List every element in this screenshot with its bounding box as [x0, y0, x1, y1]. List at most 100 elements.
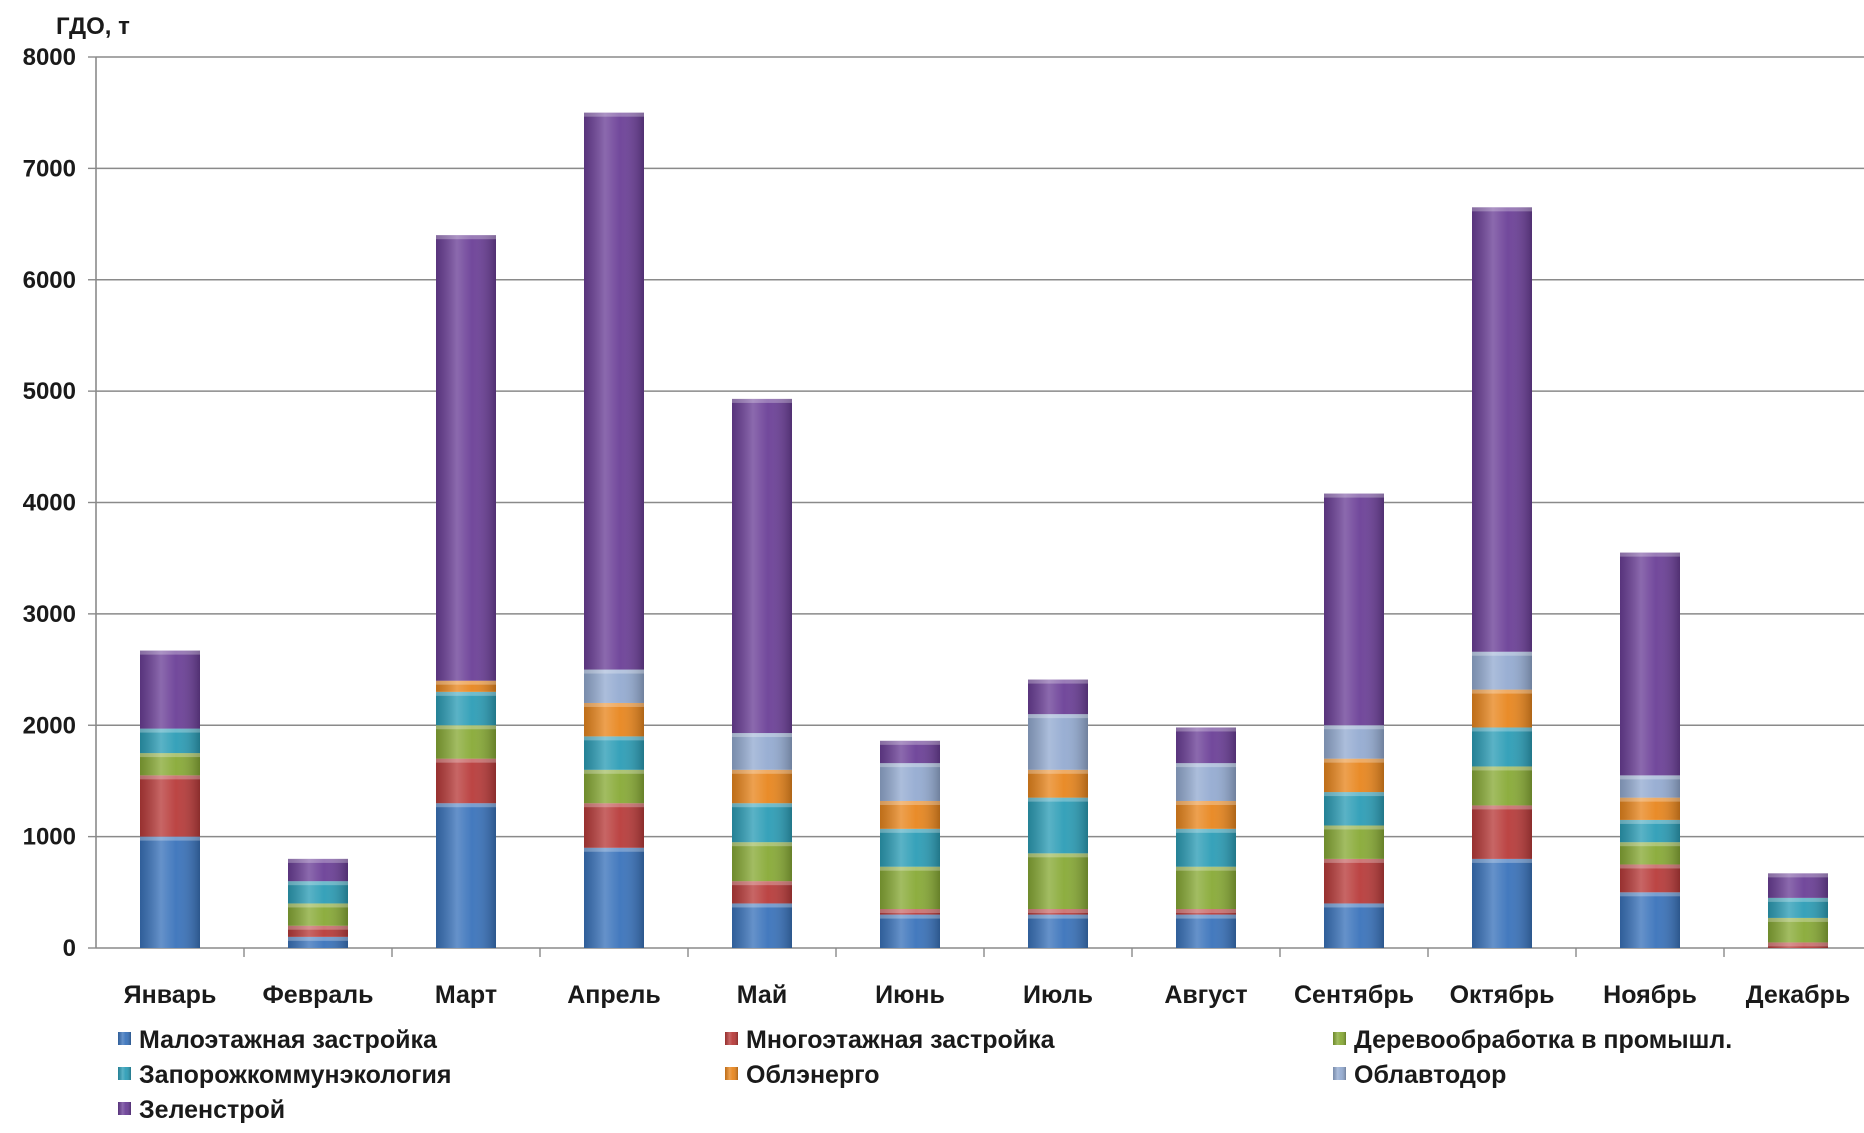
bar-segment-shading: [1176, 800, 1236, 829]
bar-segment-октябрь-5: [1472, 689, 1532, 728]
bar-segment-март-3: [436, 725, 496, 759]
axes: 0 1000 2000 3000 4000 5000 6000 7000 8000 Январь Ф…: [23, 44, 1864, 1009]
bar-segment-highlight: [1324, 758, 1384, 763]
bar-segment-highlight: [1028, 714, 1088, 719]
bar-segment-highlight: [1620, 864, 1680, 869]
bar-segment-highlight: [1028, 769, 1088, 774]
bar-segment-highlight: [1768, 942, 1828, 947]
bar-segment-июнь-3: [880, 866, 940, 910]
bar-segment-highlight: [584, 769, 644, 774]
bar-segment-highlight: [1472, 727, 1532, 732]
bar-segment-highlight: [1324, 903, 1384, 908]
x-tick-label: Ноябрь: [1603, 981, 1697, 1009]
bar-segment-shading: [1028, 679, 1088, 715]
x-tick-label: Февраль: [262, 981, 373, 1009]
bar-segment-декабрь-7: [1768, 873, 1828, 898]
bar-segment-сентябрь-3: [1324, 825, 1384, 859]
bar-segment-ноябрь-3: [1620, 842, 1680, 865]
bar-segment-highlight: [140, 775, 200, 780]
bar-segment-shading: [1176, 763, 1236, 801]
bar-segment-shading: [436, 680, 496, 692]
bar-segment-февраль-7: [288, 858, 348, 882]
bar-segment-февраль-4: [288, 881, 348, 904]
bar-segment-апрель-2: [584, 803, 644, 848]
bar-segment-май-7: [732, 398, 792, 734]
bar-segment-highlight: [436, 803, 496, 808]
bar-segment-shading: [1620, 892, 1680, 948]
x-tick-label: Октябрь: [1450, 981, 1555, 1009]
bar-segment-октябрь-3: [1472, 766, 1532, 806]
bar-segment-highlight: [288, 903, 348, 908]
bar-segment-май-5: [732, 769, 792, 804]
bar-segment-май-4: [732, 803, 792, 843]
bar-segment-highlight: [1620, 892, 1680, 897]
bar-segment-shading: [732, 903, 792, 948]
bar-segment-shading: [288, 858, 348, 882]
bar-segment-shading: [1324, 725, 1384, 759]
legend-swatch-shading: [1333, 1032, 1346, 1045]
bar-segment-highlight: [732, 398, 792, 403]
bar-segment-highlight: [1176, 866, 1236, 871]
bar-segment-shading: [1176, 909, 1236, 915]
bar-segment-июнь-4: [880, 828, 940, 867]
bar-segment-shading: [732, 842, 792, 882]
bar-segment-август-5: [1176, 800, 1236, 829]
bar-segment-highlight: [1472, 651, 1532, 656]
bar-segment-highlight: [1324, 493, 1384, 498]
bar-segment-shading: [584, 803, 644, 848]
bar-segment-ноябрь-5: [1620, 797, 1680, 820]
bar-segment-highlight: [1028, 797, 1088, 802]
bar-segment-shading: [1324, 758, 1384, 793]
bar-segment-highlight: [140, 753, 200, 758]
bars: [140, 112, 1828, 948]
bar-segment-январь-3: [140, 753, 200, 776]
bar-segment-сентябрь-2: [1324, 858, 1384, 904]
legend-swatch-shading: [725, 1032, 738, 1045]
x-tick-label: Апрель: [567, 981, 661, 1009]
bar-segment-январь-2: [140, 775, 200, 837]
bar-segment-shading: [1324, 792, 1384, 826]
bar-segment-сентябрь-7: [1324, 493, 1384, 726]
bar-segment-highlight: [584, 112, 644, 117]
bar-segment-highlight: [140, 650, 200, 655]
bar-segment-highlight: [1176, 800, 1236, 805]
bar-segment-highlight: [1768, 897, 1828, 902]
bar-segment-highlight: [1176, 727, 1236, 732]
bar-segment-highlight: [1176, 909, 1236, 914]
x-tick-label: Март: [435, 981, 497, 1009]
bar-segment-shading: [1472, 689, 1532, 728]
bar-segment-сентябрь-5: [1324, 758, 1384, 793]
bar-segment-shading: [1176, 727, 1236, 764]
bar-segment-highlight: [1472, 207, 1532, 212]
bar-segment-июнь-2: [880, 909, 940, 915]
bar-segment-shading: [584, 112, 644, 670]
bar-segment-май-1: [732, 903, 792, 948]
bar-segment-shading: [288, 925, 348, 937]
bar-segment-shading: [288, 936, 348, 948]
bar-segment-highlight: [1620, 819, 1680, 824]
x-tick-label: Август: [1164, 981, 1247, 1009]
bar-segment-июнь-6: [880, 763, 940, 801]
bar-segment-shading: [1768, 873, 1828, 898]
bar-segment-shading: [1324, 903, 1384, 948]
bar-segment-июль-3: [1028, 853, 1088, 910]
bar-segment-highlight: [880, 763, 940, 768]
bar-segment-август-7: [1176, 727, 1236, 764]
bar-segment-highlight: [436, 235, 496, 240]
bar-segment-highlight: [1620, 797, 1680, 802]
bar-segment-highlight: [288, 936, 348, 941]
bar-segment-highlight: [732, 842, 792, 847]
bar-segment-shading: [1176, 866, 1236, 910]
legend-swatch-shading: [1333, 1067, 1346, 1080]
bar-segment-август-1: [1176, 914, 1236, 948]
bar-segment-highlight: [436, 758, 496, 763]
bar-segment-июль-4: [1028, 797, 1088, 854]
bar-segment-highlight: [584, 669, 644, 674]
bar-segment-июль-1: [1028, 914, 1088, 948]
bar-segment-shading: [584, 769, 644, 804]
bar-segment-shading: [1324, 825, 1384, 859]
bar-segment-февраль-1: [288, 936, 348, 948]
bar-segment-shading: [732, 881, 792, 904]
legend-label: Облавтодор: [1354, 1061, 1506, 1089]
bar-segment-highlight: [880, 828, 940, 833]
